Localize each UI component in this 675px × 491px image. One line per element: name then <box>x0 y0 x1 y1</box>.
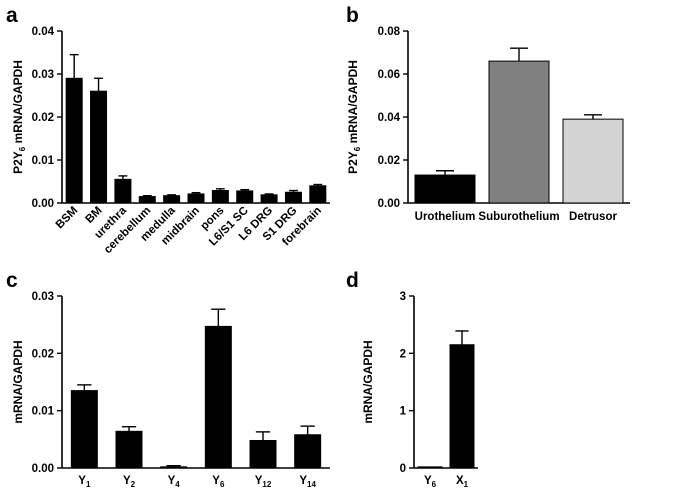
bar-d-0 <box>417 466 443 469</box>
y-tick-label: 0.06 <box>378 69 400 81</box>
y-tick-label: 2 <box>400 348 406 360</box>
bar-b-2 <box>562 118 624 204</box>
bar-a-10 <box>309 185 327 204</box>
panel-a-letter: a <box>6 4 18 27</box>
bar-d-1 <box>449 344 475 469</box>
x-tick-label: X1 <box>456 475 469 489</box>
y-tick-label: 0.02 <box>32 348 54 360</box>
panel-b-letter: b <box>346 4 359 27</box>
y-tick-label: 0.03 <box>32 291 54 303</box>
y-tick-label: 0.02 <box>32 112 54 124</box>
bar-a-0 <box>65 77 83 204</box>
panel-d: d 0 1 2 3 mRNA/GAPDH Y6 X1 <box>346 269 478 489</box>
bar-c-1 <box>115 430 143 469</box>
bar-a-1 <box>90 90 108 204</box>
y-tick-label: 0.01 <box>32 155 55 167</box>
x-tick-label: Urothelium <box>415 211 476 223</box>
y-axis-label: mRNA/GAPDH <box>11 340 25 423</box>
bar-c-0 <box>70 390 98 469</box>
x-tick-label: Y1 <box>78 475 91 489</box>
y-axis-label: mRNA/GAPDH <box>361 340 375 423</box>
y-tick-label: 0.01 <box>32 406 55 418</box>
chart-b: 0.00 0.02 0.04 0.06 0.08 P2Y6 mRNA/GAPDH Uroth… <box>346 26 630 223</box>
panel-c: c 0.00 0.01 0.02 0.03 mRNA/GAPDH Y1 Y2 Y4 Y6 Y12 Y… <box>6 269 330 489</box>
bar-c-2 <box>160 466 188 469</box>
bar-a-3 <box>138 196 156 204</box>
y-tick-label: 0.04 <box>32 26 55 38</box>
panel-c-letter: c <box>6 269 18 292</box>
bar-a-6 <box>211 190 229 204</box>
y-tick-label: 0.04 <box>378 112 401 124</box>
bar-a-5 <box>187 193 205 204</box>
y-tick-label: 0.00 <box>32 463 54 475</box>
y-tick-label: 1 <box>400 406 407 418</box>
y-tick-label: 0.03 <box>32 69 54 81</box>
bar-a-8 <box>260 194 278 204</box>
panel-a: a 0.00 0.01 0.02 0.03 0.04 P2Y6 mRNA/GAPDH BSM… <box>6 4 330 256</box>
x-tick-label: Y12 <box>255 475 272 489</box>
x-tick-label: Detrusor <box>569 211 617 223</box>
panel-b: b 0.00 0.02 0.04 0.06 0.08 P2Y6 mRNA/GAPDH Uro… <box>346 4 630 223</box>
x-tick-label: Y4 <box>168 475 181 489</box>
chart-c: 0.00 0.01 0.02 0.03 mRNA/GAPDH Y1 Y2 Y4 Y6 Y12 Y14 <box>11 291 330 489</box>
bar-c-5 <box>294 434 322 469</box>
bar-a-4 <box>163 195 181 204</box>
bar-a-7 <box>236 190 254 204</box>
x-tick-label: Y2 <box>123 475 136 489</box>
x-tick-label: Y6 <box>212 475 225 489</box>
bar-b-0 <box>414 174 476 204</box>
y-tick-label: 0.00 <box>32 198 54 210</box>
y-axis-label: P2Y6 mRNA/GAPDH <box>346 60 362 174</box>
x-tick-label: BSM <box>54 205 81 232</box>
y-tick-label: 3 <box>400 291 406 303</box>
x-tick-label: Suburothelium <box>478 211 559 223</box>
y-tick-label: 0.02 <box>378 155 400 167</box>
bar-c-4 <box>249 439 277 469</box>
y-axis-label: P2Y6 mRNA/GAPDH <box>11 60 27 174</box>
y-tick-label: 0.00 <box>378 198 400 210</box>
y-tick-label: 0.08 <box>378 26 401 38</box>
y-tick-label: 0 <box>400 463 406 475</box>
bar-a-9 <box>284 191 302 204</box>
x-tick-label: Y14 <box>299 475 316 489</box>
bar-a-2 <box>114 178 132 204</box>
panel-d-letter: d <box>346 269 359 292</box>
x-tick-label: Y6 <box>424 475 437 489</box>
bar-b-1 <box>488 60 550 204</box>
bar-c-3 <box>204 325 232 469</box>
chart-d: 0 1 2 3 mRNA/GAPDH Y6 X1 <box>361 291 478 489</box>
